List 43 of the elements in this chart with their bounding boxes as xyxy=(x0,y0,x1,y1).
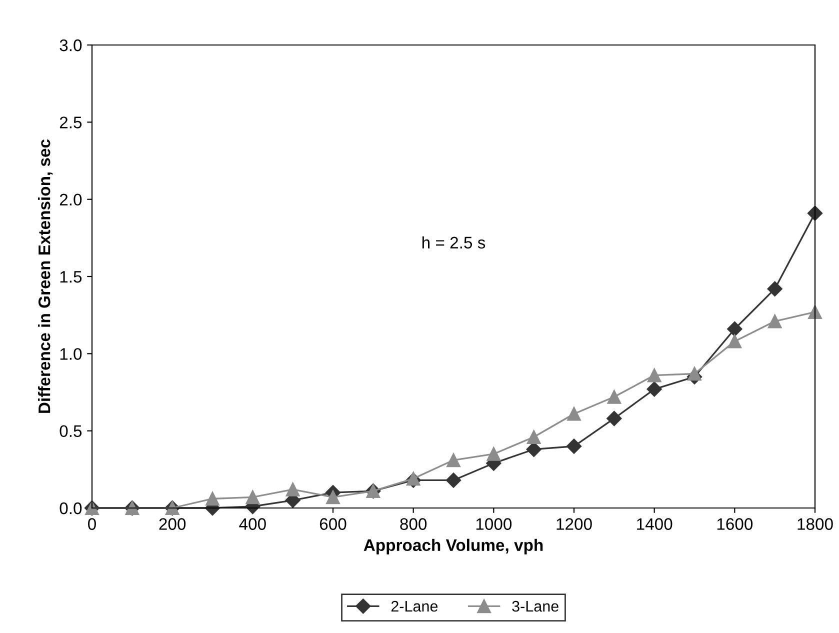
x-tick-label: 200 xyxy=(159,518,186,530)
point xyxy=(566,438,582,454)
point xyxy=(206,492,220,506)
y-tick-label: 0.0 xyxy=(60,502,82,514)
x-tick-label: 0 xyxy=(88,518,96,530)
x-tick-label: 1800 xyxy=(798,518,833,530)
point xyxy=(647,368,662,382)
x-tick-label: 1600 xyxy=(717,518,753,530)
x-tick-label: 1400 xyxy=(637,518,672,530)
x-tick-label: 1000 xyxy=(476,518,512,530)
point xyxy=(808,305,822,319)
x-axis-title: Approach Volume, vph xyxy=(364,538,543,554)
x-tick-label: 400 xyxy=(239,518,266,530)
point xyxy=(767,281,782,296)
x-tick-label: 1200 xyxy=(556,518,592,530)
point xyxy=(486,447,501,461)
point xyxy=(526,430,541,444)
point xyxy=(688,366,702,381)
x-tick-label: 800 xyxy=(400,518,427,530)
point xyxy=(446,472,462,488)
annotation: h = 2.5 s xyxy=(422,236,486,249)
y-tick-label: 2.5 xyxy=(60,116,82,128)
point xyxy=(606,410,622,426)
point xyxy=(286,482,300,496)
point xyxy=(246,490,260,504)
point xyxy=(728,334,742,348)
y-axis-title: Difference in Green Extension, sec xyxy=(38,139,53,413)
point xyxy=(727,321,742,337)
x-tick-label: 600 xyxy=(320,518,346,530)
y-tick-label: 2.0 xyxy=(60,194,82,206)
point xyxy=(567,406,581,421)
point xyxy=(326,490,340,504)
y-tick-label: 0.5 xyxy=(60,425,82,438)
point xyxy=(768,314,782,328)
point xyxy=(646,382,662,397)
y-tick-label: 3.0 xyxy=(60,39,82,52)
point xyxy=(607,390,622,404)
legend-label: 3-Lane xyxy=(512,600,558,612)
point xyxy=(807,206,823,221)
y-tick-label: 1.5 xyxy=(60,271,82,283)
y-tick-label: 1.0 xyxy=(60,348,82,360)
point xyxy=(446,453,460,468)
legend-label: 2-Lane xyxy=(391,600,438,612)
